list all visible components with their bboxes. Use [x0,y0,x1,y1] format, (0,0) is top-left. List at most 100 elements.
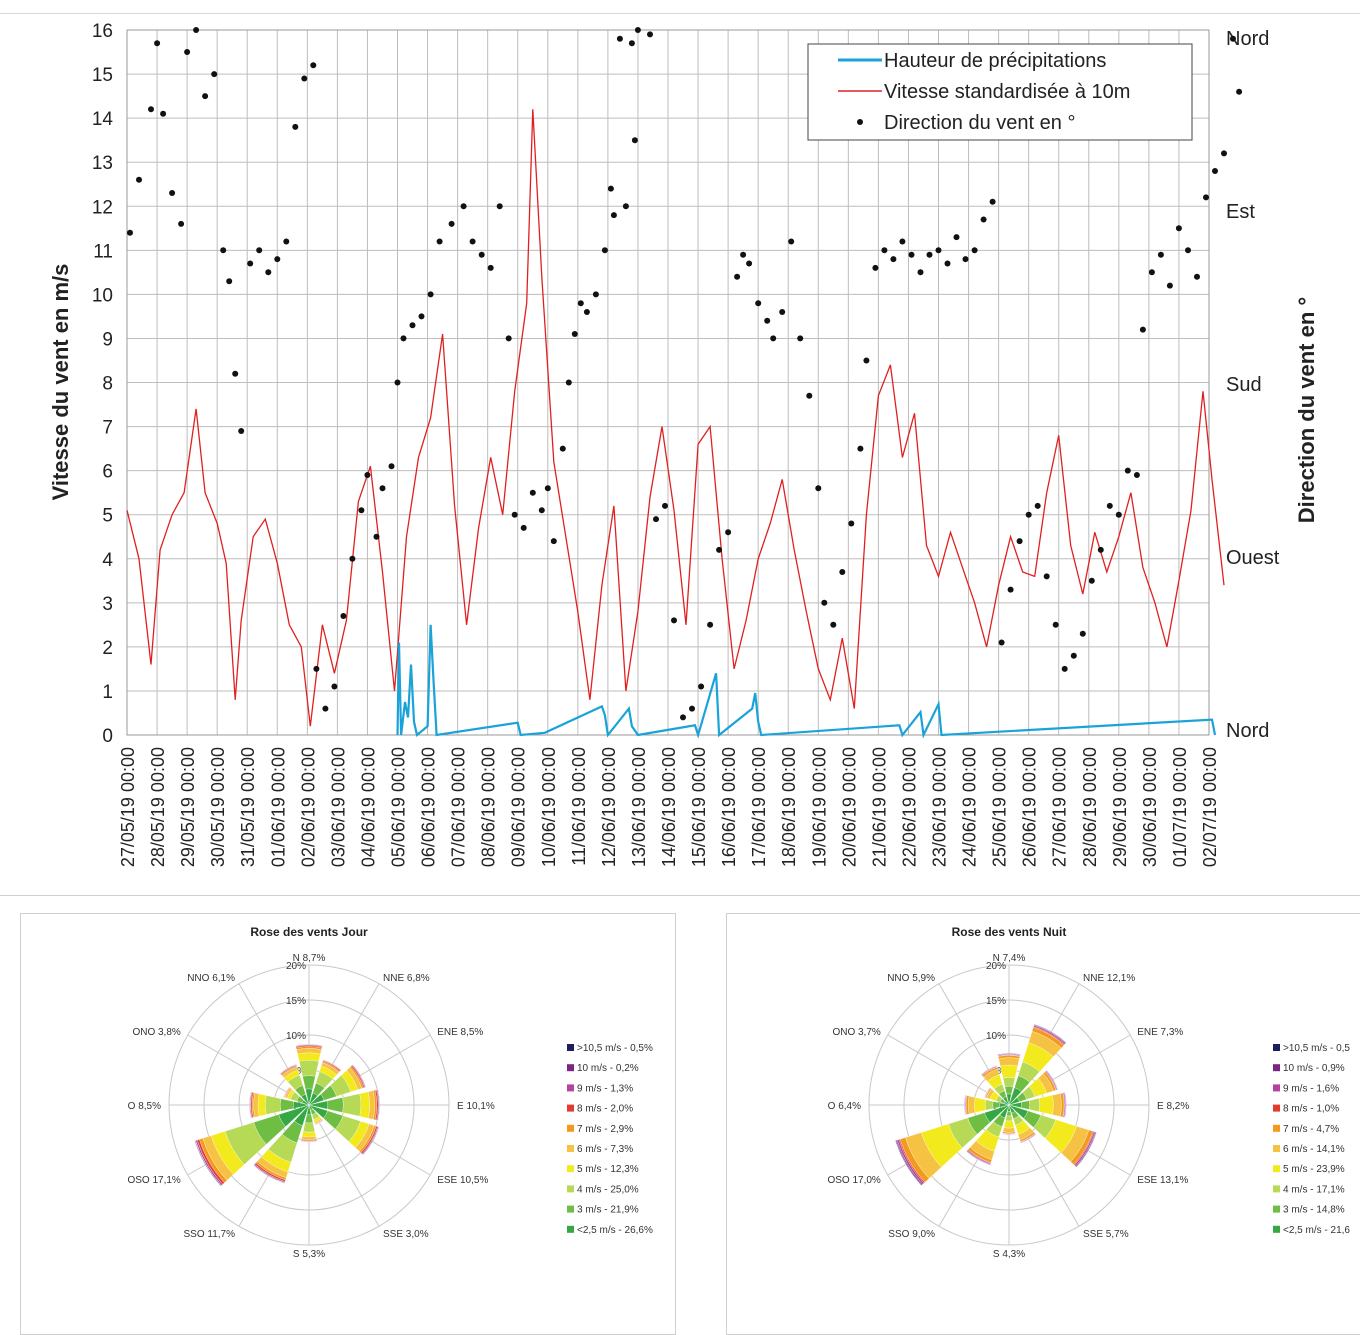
rose-petal-segment [301,1131,317,1138]
rose-legend-swatch [1273,1084,1280,1092]
rose-petal-segment [984,1099,994,1111]
direction-point [797,335,804,342]
y2-tick-label: Nord [1226,28,1269,50]
direction-point [848,520,855,527]
rose-petal-segment [1003,1120,1015,1129]
rose-ring-label: 10% [986,1031,1006,1042]
rose-petal-segment [967,1095,976,1115]
direction-point [358,507,365,514]
rose-petal-segment [966,1150,991,1166]
rose-direction-label: SSO 11,7% [183,1229,235,1240]
direction-point [734,273,741,280]
rose-legend-label: 10 m/s - 0,9% [1283,1063,1345,1074]
rose-legend-swatch [1273,1225,1280,1233]
rose-ring-label: 15% [986,996,1006,1007]
series-line-precipitations [396,624,1217,739]
y-tick-label: 8 [102,374,113,395]
direction-point [698,683,705,690]
direction-point [634,27,641,33]
rose-petal-segment [895,1140,923,1186]
direction-point [226,278,233,285]
direction-point [1194,273,1200,280]
direction-point [154,40,161,47]
x-tick-label: 20/06/19 00:00 [839,747,859,867]
rose-legend: >10,5 m/s - 0,5% 10 m/s - 0,2% 9 m/s - 1,3… [567,1043,653,1236]
direction-point [301,75,308,82]
direction-point [1070,652,1077,659]
direction-point [184,49,191,55]
rose-petal-segment [1075,1132,1097,1168]
rose-legend-swatch [567,1084,574,1092]
y-tick-label: 5 [102,506,113,527]
rose-petal-segment [1052,1093,1062,1117]
direction-point [971,247,978,254]
direction-point [1139,326,1146,333]
rose-direction-label: ENE 8,5% [437,1027,483,1038]
direction-point [400,335,407,342]
direction-point [418,313,425,320]
rose-legend-label: <2,5 m/s - 21,6 [1283,1225,1350,1236]
rose-legend-label: 4 m/s - 17,1% [1283,1184,1345,1195]
rose-legend-label: 9 m/s - 1,6% [1283,1083,1339,1094]
direction-point [379,485,386,492]
rose-legend-label: 5 m/s - 12,3% [577,1164,639,1175]
rose-petal-segment [352,1064,366,1088]
direction-point [755,300,762,307]
rose-ring-label: 15% [286,996,306,1007]
direction-point [764,317,771,324]
rose-direction-label: ESE 10,5% [437,1175,488,1186]
rose-direction-label: N 8,7% [293,953,326,964]
rose-petal-segment [998,1057,1020,1067]
direction-point [571,331,578,337]
rose-petal-segment [1046,1070,1058,1090]
direction-point [857,445,864,452]
direction-point [770,335,777,342]
direction-point [592,291,599,298]
rose-petal-segment [1038,1095,1054,1115]
y-tick-label: 11 [93,241,113,262]
direction-point [881,247,888,254]
direction-point [1124,467,1131,474]
rose-legend-swatch [567,1044,574,1051]
y-tick-label: 13 [92,153,113,174]
x-tick-label: 28/05/19 00:00 [148,747,168,867]
y2-axis-title: Direction du vent en ° [1294,297,1319,523]
direction-point [1148,269,1155,276]
direction-point [322,705,329,712]
rose-day-chart: Rose des vents Jour0%5%10%15%20%N 8,7%NN… [127,925,653,1260]
direction-point [373,533,380,540]
x-tick-label: 29/05/19 00:00 [178,747,198,867]
rose-petal-segment [279,1064,297,1074]
rose-petal-segment [1002,1127,1016,1133]
x-tick-label: 17/06/19 00:00 [749,747,769,867]
direction-point [1043,573,1050,580]
rose-legend-label: >10,5 m/s - 0,5 [1283,1043,1350,1054]
rose-legend-label: 8 m/s - 2,0% [577,1104,633,1115]
rose-petal-segment [1064,1092,1067,1118]
rose-night-chart: Rose des vents Nuit0%5%10%15%20%N 7,4%NN… [827,925,1350,1260]
direction-point [725,529,732,536]
direction-point [340,613,347,619]
x-tick-label: 31/05/19 00:00 [238,747,258,867]
direction-point [631,137,638,144]
section-divider [0,895,1360,896]
rose-petal-segment [377,1089,380,1121]
direction-point [283,238,290,245]
rose-legend-label: 7 m/s - 2,9% [577,1124,633,1135]
grid [126,29,1210,736]
legend: Hauteur de précipitations Vitesse standar… [807,43,1193,141]
series-points-direction [127,27,1243,721]
rose-petal-segment [1006,1111,1012,1117]
rose-direction-label: SSO 9,0% [888,1229,935,1240]
rose-direction-label: E 10,1% [457,1101,495,1112]
direction-point [220,247,227,254]
rose-legend-swatch [567,1205,574,1213]
x-tick-label: 21/06/19 00:00 [869,747,889,867]
direction-point [178,220,185,227]
x-tick-label: 30/05/19 00:00 [208,747,228,867]
rose-petal-segment [980,1065,997,1076]
rose-day-panel: Rose des vents Jour0%5%10%15%20%N 8,7%NN… [20,913,676,1335]
rose-petal-segment [314,1120,324,1126]
x-tick-label: 24/06/19 00:00 [960,747,980,867]
